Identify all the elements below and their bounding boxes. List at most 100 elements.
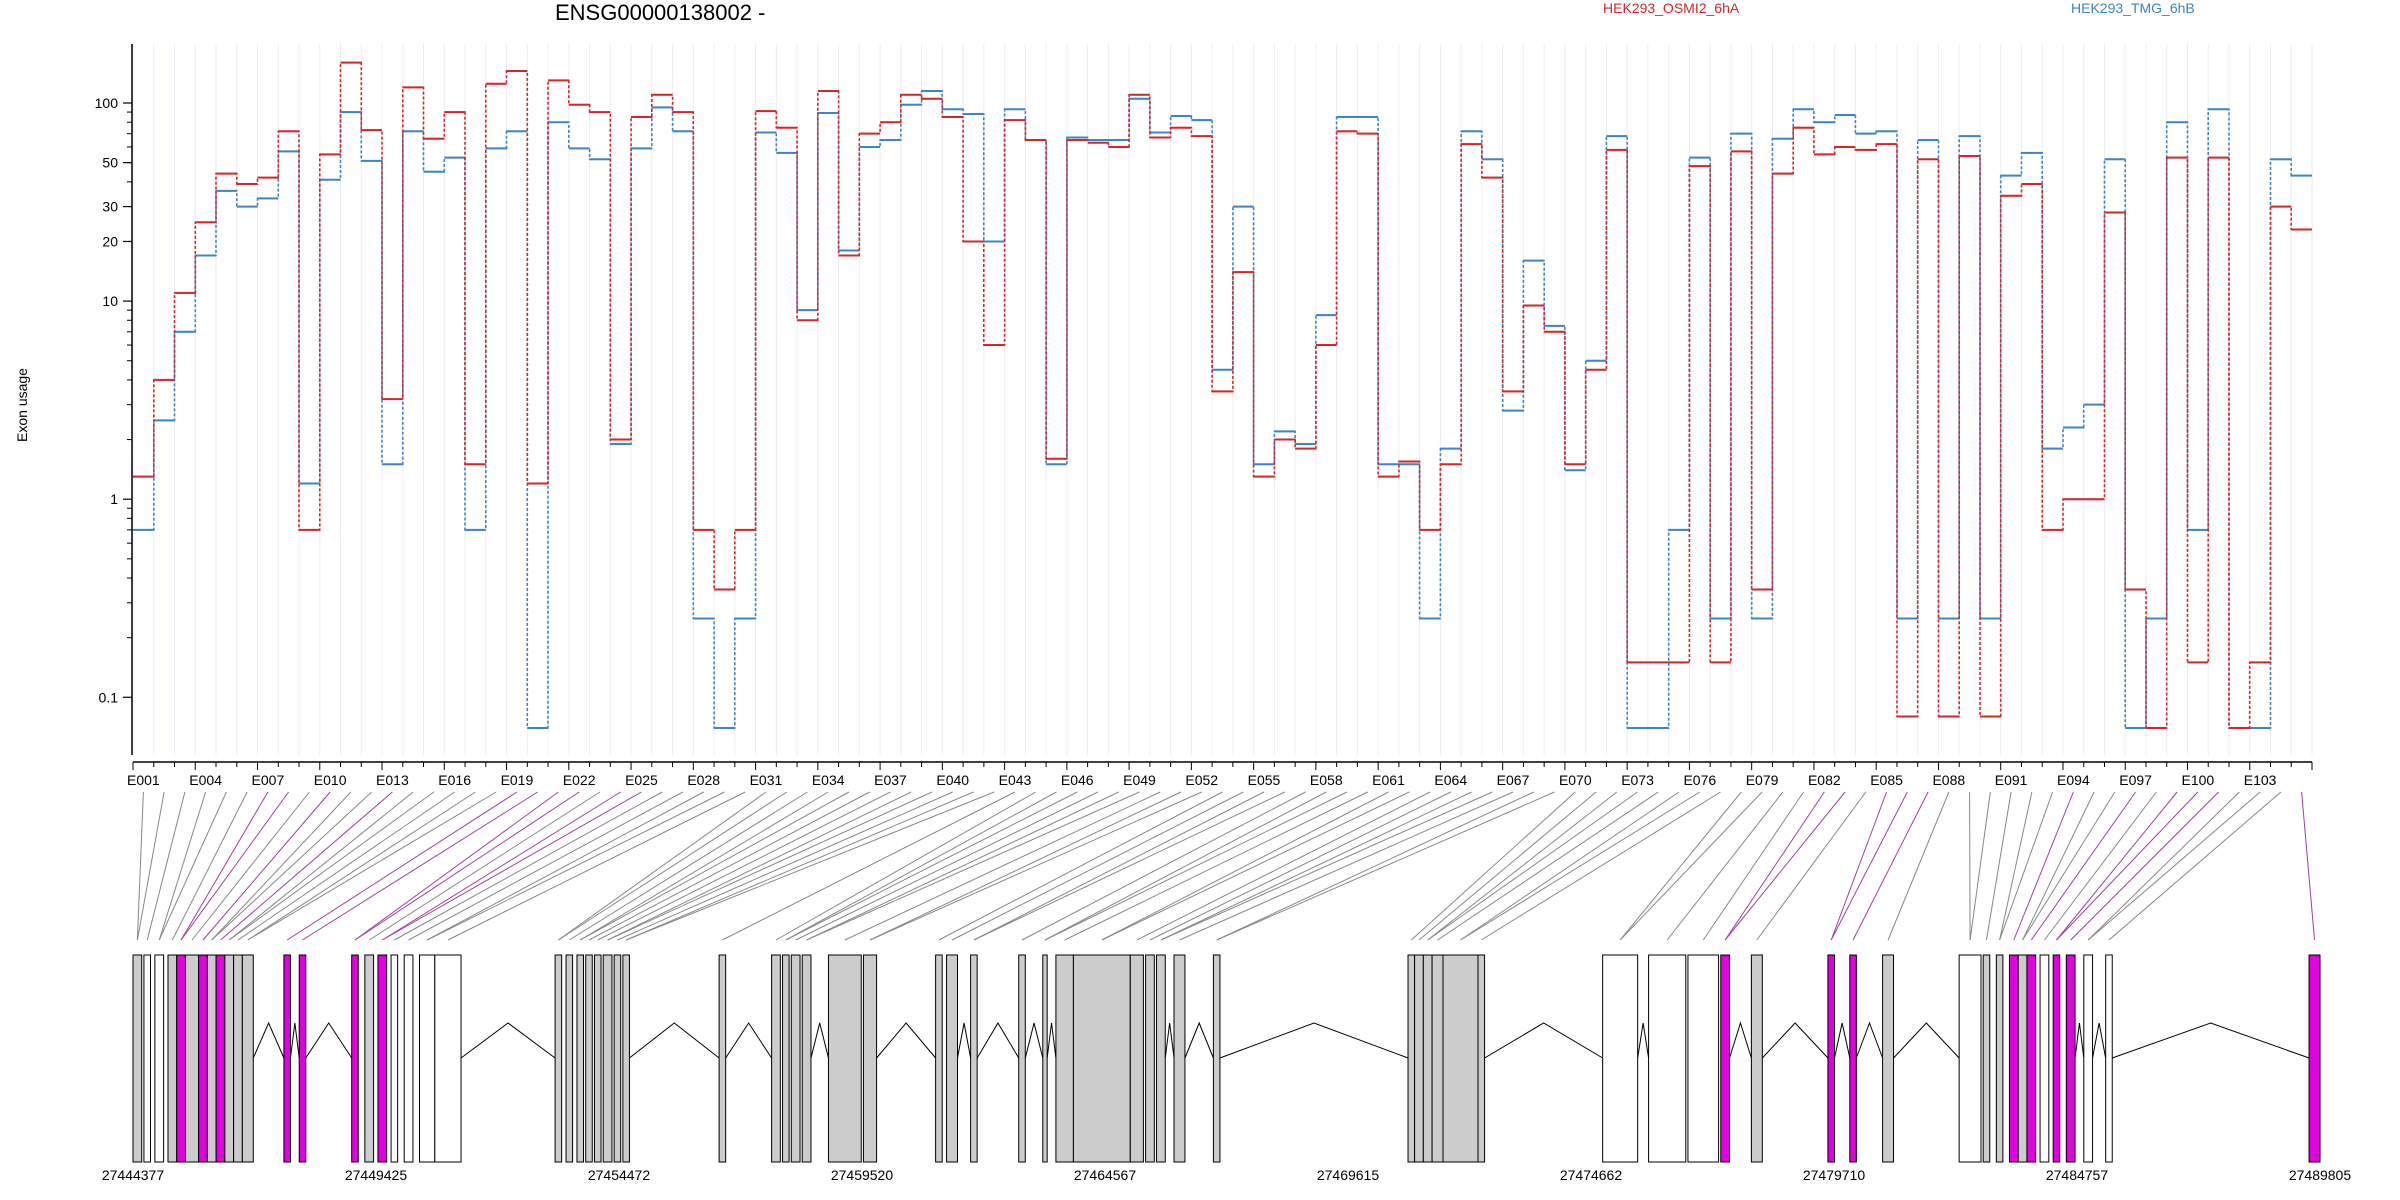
x-tick-label: E034 (812, 772, 845, 788)
exon-connector-line (806, 791, 1119, 941)
exon-connector-line (1021, 791, 1306, 941)
x-tick-label: E046 (1061, 772, 1094, 788)
exon-connector-line (1481, 791, 1721, 941)
genome-coordinate-label: 27479710 (1803, 1167, 1866, 1183)
legend-series-a: HEK293_OSMI2_6hA (1603, 0, 1740, 16)
exon-connector-line (228, 791, 435, 941)
exon-box (241, 954, 254, 1163)
x-tick-label: E073 (1621, 772, 1654, 788)
exon-connector-line (180, 791, 290, 941)
exon-box (2017, 954, 2028, 1163)
x-tick-label: E010 (314, 772, 347, 788)
exon-connector-line (1619, 791, 1763, 941)
intron-connector (1484, 1022, 1603, 1059)
y-tick-label: 30 (102, 199, 118, 215)
intron-connector (1184, 1021, 1214, 1059)
intron-connector (957, 1022, 972, 1059)
exon-connector-line (1619, 791, 1742, 941)
exon-connector-line (1437, 791, 1659, 941)
genome-coordinate-label: 27489805 (2289, 1167, 2352, 1183)
exon-connector-line (597, 791, 891, 941)
exon-connector-line (1724, 791, 1825, 941)
x-tick-label: E100 (2182, 772, 2215, 788)
exon-box (613, 954, 622, 1163)
x-tick-label: E055 (1248, 772, 1281, 788)
x-tick-label: E016 (438, 772, 471, 788)
exon-box (2105, 954, 2113, 1163)
exon-connector-line (973, 791, 1285, 941)
exon-box (935, 954, 943, 1163)
y-tick-label: 100 (95, 95, 119, 111)
exon-connector-line (237, 791, 455, 941)
exon-box (1602, 954, 1639, 1163)
exon-box (1422, 954, 1433, 1163)
x-tick-label: E091 (1995, 772, 2028, 788)
intron-connector (1855, 1021, 1884, 1059)
exon-box (862, 954, 878, 1163)
exon-box (1212, 954, 1221, 1163)
intron-connector (2074, 1022, 2085, 1059)
exon-connector-line (558, 791, 767, 941)
exon-box (593, 954, 602, 1163)
intron-connector (1893, 1022, 1960, 1059)
exon-connector-line (211, 791, 372, 941)
exon-connector-line (1830, 791, 1888, 941)
exon-connector-line (1179, 791, 1514, 941)
exon-box (1687, 954, 1720, 1163)
intron-connector (1046, 1022, 1057, 1059)
exon-connector-line (2301, 791, 2316, 941)
x-tick-label: E097 (2119, 772, 2152, 788)
exon-connector-line (1427, 791, 1618, 941)
exon-box (283, 954, 291, 1163)
exon-connector-line (2013, 791, 2074, 941)
exon-box (1648, 954, 1687, 1163)
intron-connector (1761, 1022, 1829, 1059)
intron-connector (1219, 1022, 1409, 1059)
x-tick-label: E094 (2057, 772, 2090, 788)
intron-connector (289, 1022, 300, 1059)
exon-connector-line (180, 791, 269, 941)
exon-box (403, 954, 414, 1163)
intron-connector (976, 1022, 1020, 1059)
exon-box (1982, 954, 1991, 1163)
x-tick-label: E013 (376, 772, 409, 788)
exon-connector-line (1216, 791, 1534, 941)
exon-connector-line (722, 791, 1016, 941)
exon-box (167, 954, 178, 1163)
exon-box (1882, 954, 1895, 1163)
exon-box (154, 954, 165, 1163)
exon-box (1995, 954, 2004, 1163)
exon-box (1407, 954, 1416, 1163)
exon-box (970, 954, 978, 1163)
series-line-a (133, 61, 2312, 729)
exon-connector-line (354, 791, 559, 941)
exon-connector-line (579, 791, 829, 941)
exon-box (351, 954, 359, 1163)
exon-connector-line (806, 791, 1140, 941)
exon-box (2083, 954, 2094, 1163)
exon-box (718, 954, 727, 1163)
intron-connector (629, 1022, 720, 1059)
exon-connector-line (228, 791, 414, 941)
y-tick-label: 1 (110, 491, 118, 507)
x-tick-label: E037 (874, 772, 907, 788)
exon-box (1173, 954, 1186, 1163)
intron-connector (2092, 1022, 2107, 1059)
x-tick-label: E082 (1808, 772, 1841, 788)
intron-connector (460, 1022, 556, 1059)
exon-connector-line (1756, 791, 1867, 941)
x-tick-label: E040 (936, 772, 969, 788)
exon-box (946, 954, 958, 1163)
exon-connector-line (302, 791, 538, 941)
x-tick-label: E022 (563, 772, 596, 788)
exon-box (390, 954, 399, 1163)
exon-box (2008, 954, 2019, 1163)
exon-box (224, 954, 235, 1163)
exon-connector-line (1887, 791, 1950, 941)
x-tick-label: E007 (252, 772, 285, 788)
exon-connector-line (1724, 791, 1846, 941)
exon-box (1442, 954, 1479, 1163)
x-tick-label: E061 (1372, 772, 1405, 788)
exon-box (827, 954, 862, 1163)
exon-connector-line (795, 791, 1099, 941)
